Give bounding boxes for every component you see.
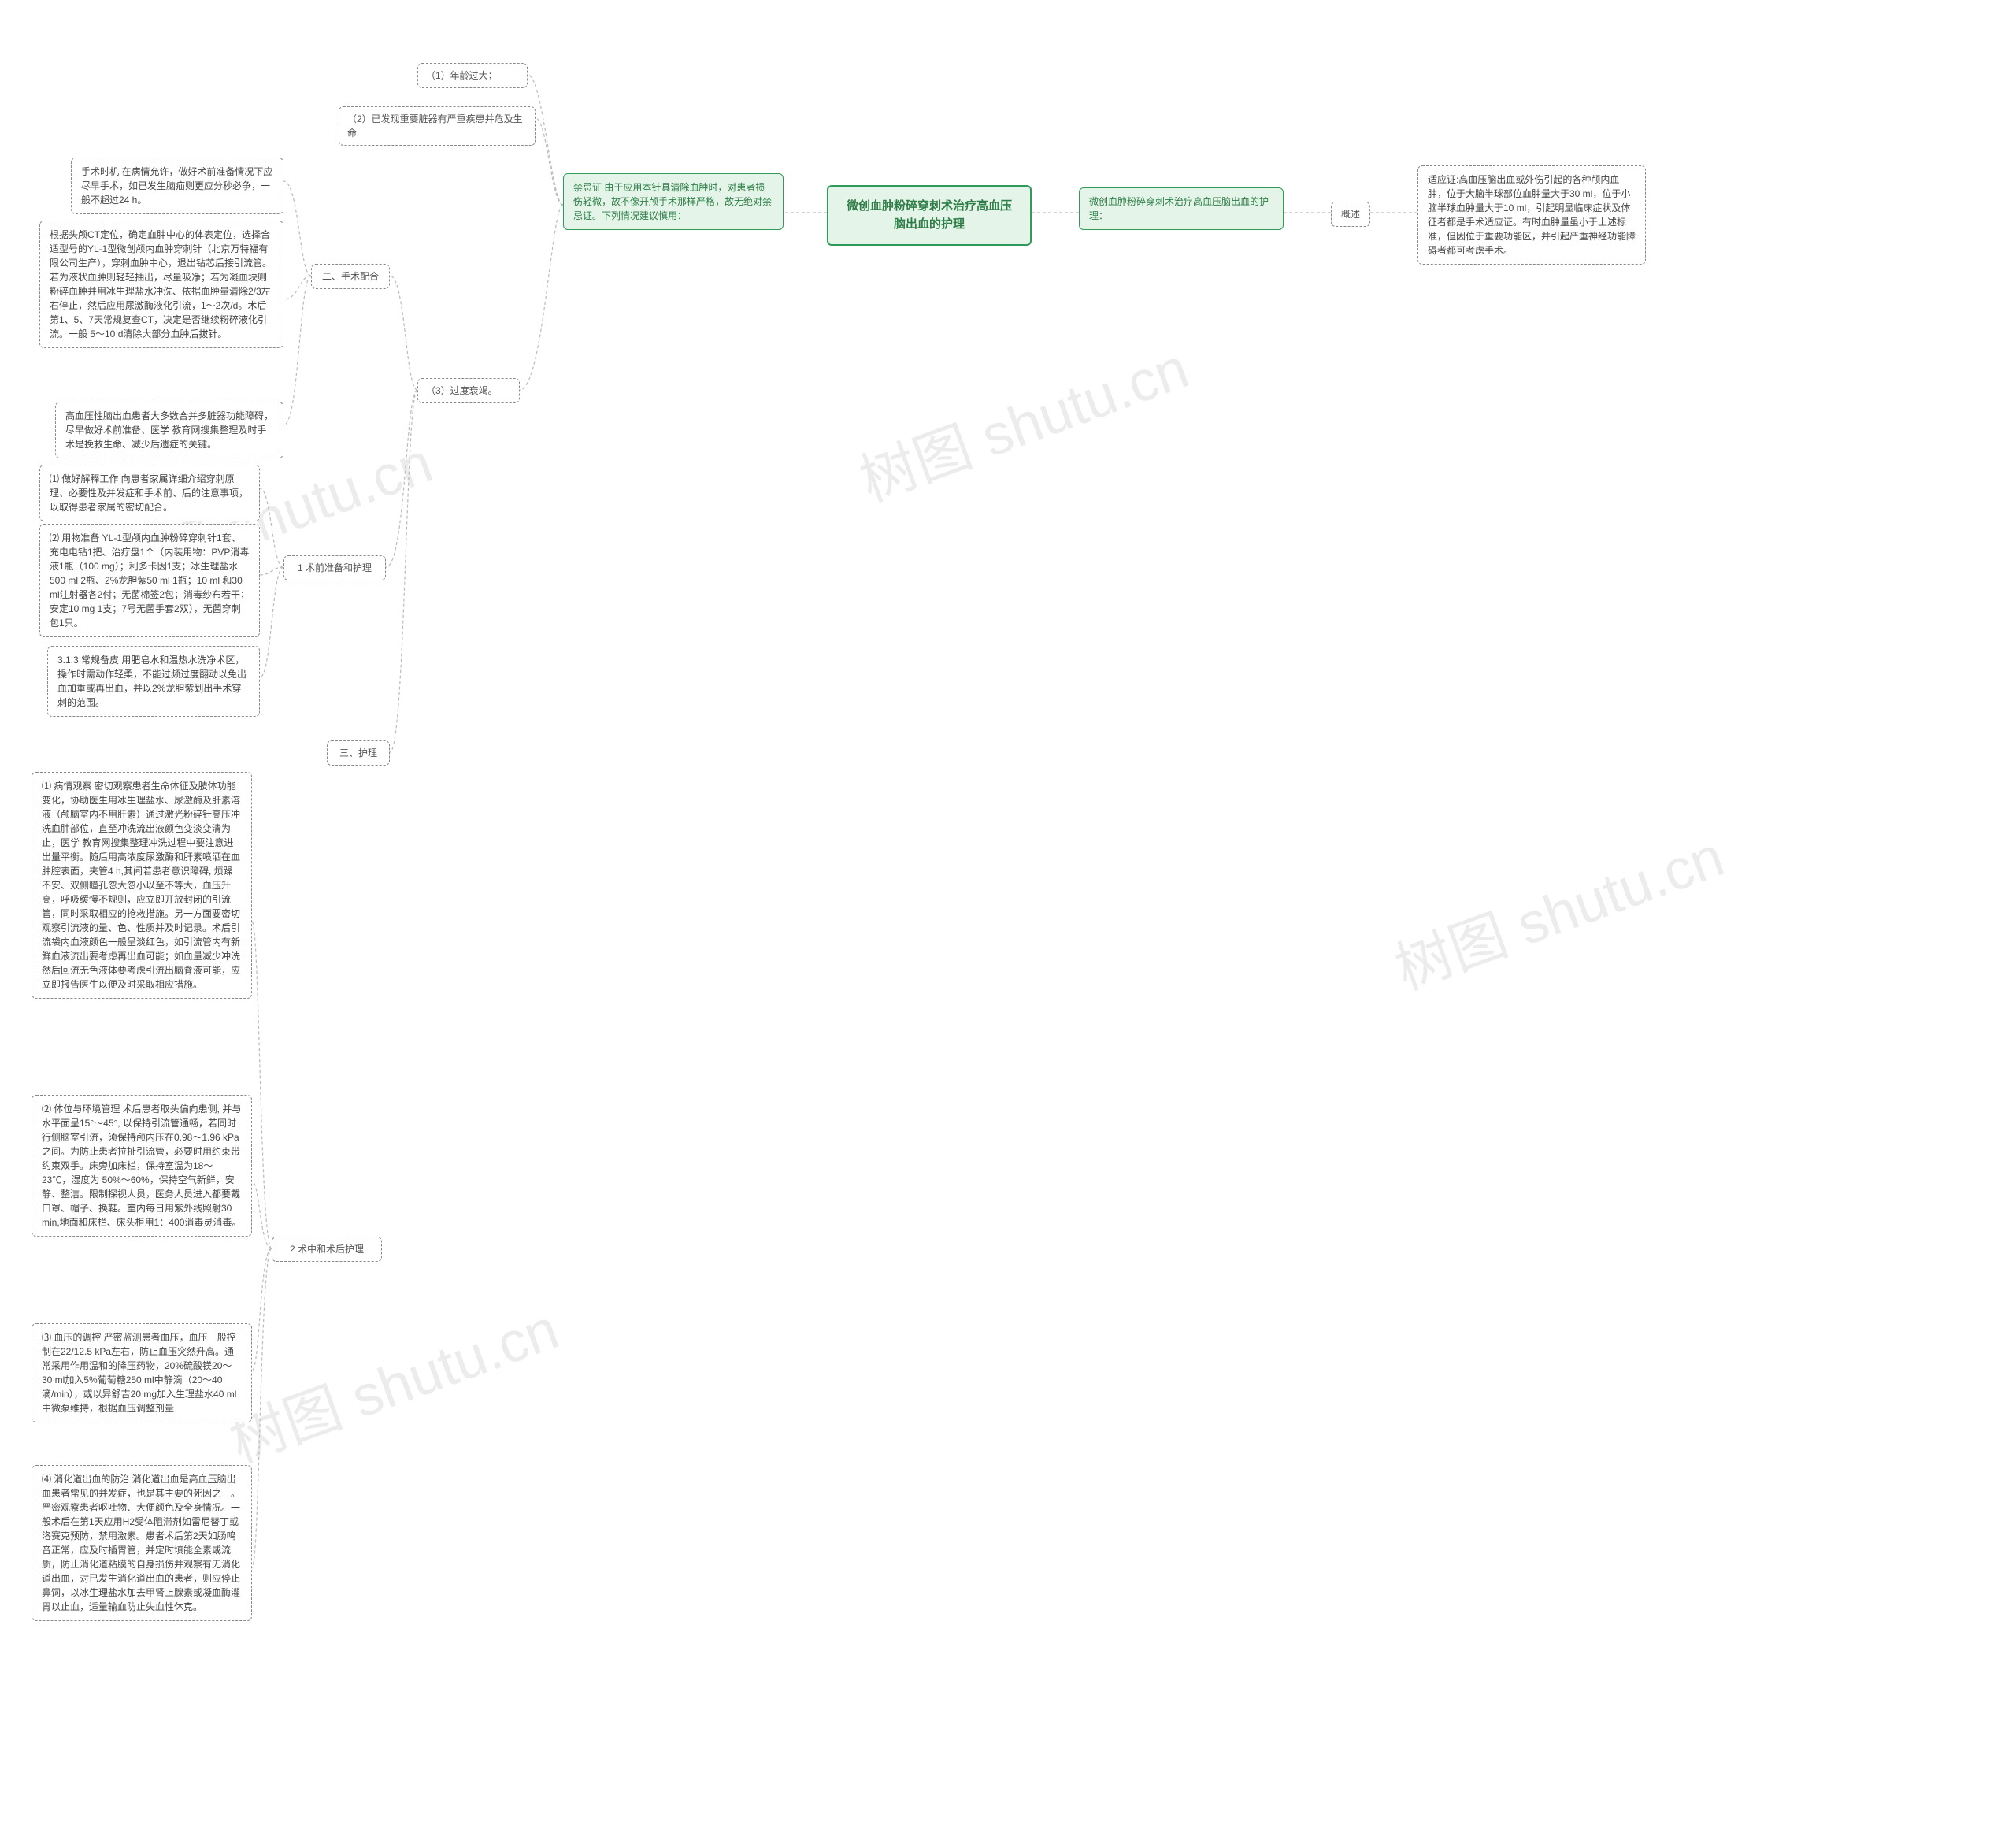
watermark: 树图 shutu.cn: [847, 322, 1198, 517]
op-branch-label: 二、手术配合: [322, 271, 379, 282]
postop-child-4-text: ⑷ 消化道出血的防治 消化道出血是高血压脑出血患者常见的并发症，也是其主要的死因…: [42, 1474, 240, 1612]
contra-item-3-text: （3）过度衰竭。: [426, 385, 498, 396]
nursing-branch[interactable]: 三、护理: [327, 740, 390, 766]
op-child-3: 高血压性脑出血患者大多数合并多脏器功能障碍，尽早做好术前准备、医学 教育网搜集整…: [55, 402, 284, 458]
postop-branch[interactable]: 2 术中和术后护理: [272, 1237, 382, 1262]
root-title: 微创血肿粉碎穿刺术治疗高血压脑出血的护理: [847, 199, 1012, 231]
preop-branch[interactable]: 1 术前准备和护理: [284, 555, 386, 580]
nursing-branch-label: 三、护理: [339, 747, 377, 759]
postop-child-3-text: ⑶ 血压的调控 严密监测患者血压，血压一般控制在22/12.5 kPa左右，防止…: [42, 1332, 236, 1414]
contra-item-1-text: （1）年龄过大；: [426, 70, 498, 81]
contraindication-label: 禁忌证 由于应用本针具清除血肿时，对患者损伤轻微，故不像开颅手术那样严格，故无绝…: [573, 182, 772, 221]
preop-child-2-text: ⑵ 用物准备 YL-1型颅内血肿粉碎穿刺针1套、充电电钻1把、治疗盘1个（内装用…: [50, 532, 250, 629]
right-branch-1[interactable]: 微创血肿粉碎穿刺术治疗高血压脑出血的护理：: [1079, 187, 1284, 230]
op-child-2: 根据头颅CT定位，确定血肿中心的体表定位，选择合适型号的YL-1型微创颅内血肿穿…: [39, 221, 284, 348]
right-overview-text-content: 适应证:高血压脑出血或外伤引起的各种颅内血肿，位于大脑半球部位血肿量大于30 m…: [1428, 174, 1636, 256]
preop-child-3-text: 3.1.3 常规备皮 用肥皂水和温热水洗净术区，操作时需动作轻柔，不能过频过度翻…: [57, 655, 246, 708]
postop-child-2-text: ⑵ 体位与环境管理 术后患者取头偏向患侧, 并与水平面呈15°～45°, 以保持…: [42, 1103, 241, 1228]
op-child-2-text: 根据头颅CT定位，确定血肿中心的体表定位，选择合适型号的YL-1型微创颅内血肿穿…: [50, 229, 272, 339]
postop-child-2: ⑵ 体位与环境管理 术后患者取头偏向患侧, 并与水平面呈15°～45°, 以保持…: [32, 1095, 252, 1237]
right-branch-1-label: 微创血肿粉碎穿刺术治疗高血压脑出血的护理：: [1089, 196, 1269, 221]
root-node[interactable]: 微创血肿粉碎穿刺术治疗高血压脑出血的护理: [827, 185, 1032, 246]
watermark: 树图 shutu.cn: [217, 1283, 568, 1478]
preop-child-1: ⑴ 做好解释工作 向患者家属详细介绍穿刺原理、必要性及并发症和手术前、后的注意事…: [39, 465, 260, 521]
op-child-1: 手术时机 在病情允许，做好术前准备情况下应尽早手术，如已发生脑疝则更应分秒必争，…: [71, 158, 284, 214]
preop-child-2: ⑵ 用物准备 YL-1型颅内血肿粉碎穿刺针1套、充电电钻1把、治疗盘1个（内装用…: [39, 524, 260, 637]
contraindication-node[interactable]: 禁忌证 由于应用本针具清除血肿时，对患者损伤轻微，故不像开颅手术那样严格，故无绝…: [563, 173, 784, 230]
contra-item-2-text: （2）已发现重要脏器有严重疾患并危及生命: [347, 113, 523, 139]
op-child-3-text: 高血压性脑出血患者大多数合并多脏器功能障碍，尽早做好术前准备、医学 教育网搜集整…: [65, 410, 273, 450]
watermark: 树图 shutu.cn: [1382, 810, 1733, 1006]
op-child-1-text: 手术时机 在病情允许，做好术前准备情况下应尽早手术，如已发生脑疝则更应分秒必争，…: [81, 166, 272, 206]
preop-branch-label: 1 术前准备和护理: [298, 562, 372, 573]
postop-branch-label: 2 术中和术后护理: [290, 1244, 364, 1255]
contra-item-3: （3）过度衰竭。: [417, 378, 520, 403]
contra-item-1: （1）年龄过大；: [417, 63, 528, 88]
preop-child-3: 3.1.3 常规备皮 用肥皂水和温热水洗净术区，操作时需动作轻柔，不能过频过度翻…: [47, 646, 260, 717]
postop-child-4: ⑷ 消化道出血的防治 消化道出血是高血压脑出血患者常见的并发症，也是其主要的死因…: [32, 1465, 252, 1621]
contra-item-2: （2）已发现重要脏器有严重疾患并危及生命: [339, 106, 536, 146]
postop-child-1-text: ⑴ 病情观察 密切观察患者生命体征及肢体功能变化，协助医生用冰生理盐水、尿激酶及…: [42, 781, 240, 990]
right-overview-label: 概述: [1341, 209, 1360, 220]
postop-child-1: ⑴ 病情观察 密切观察患者生命体征及肢体功能变化，协助医生用冰生理盐水、尿激酶及…: [32, 772, 252, 999]
right-overview[interactable]: 概述: [1331, 202, 1370, 227]
right-overview-text: 适应证:高血压脑出血或外伤引起的各种颅内血肿，位于大脑半球部位血肿量大于30 m…: [1418, 165, 1646, 265]
connector-layer: [0, 0, 2016, 1836]
op-branch[interactable]: 二、手术配合: [311, 264, 390, 289]
postop-child-3: ⑶ 血压的调控 严密监测患者血压，血压一般控制在22/12.5 kPa左右，防止…: [32, 1323, 252, 1422]
preop-child-1-text: ⑴ 做好解释工作 向患者家属详细介绍穿刺原理、必要性及并发症和手术前、后的注意事…: [50, 473, 248, 513]
